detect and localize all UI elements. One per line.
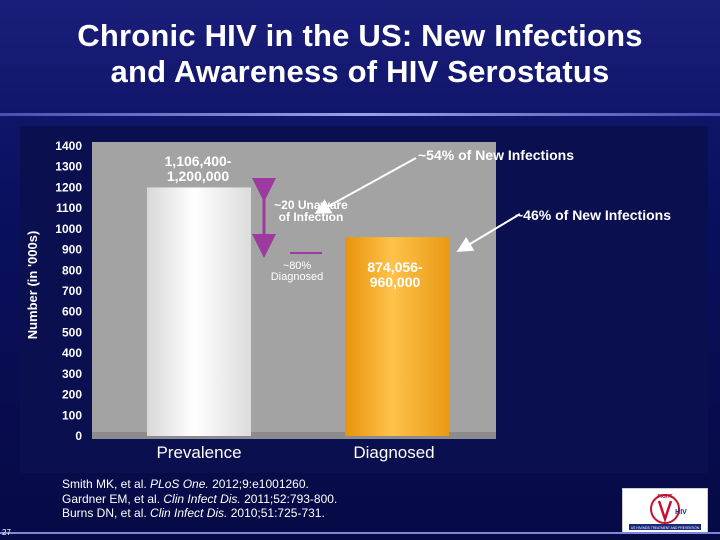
y-axis-title: Number (in '000s) [25, 231, 40, 340]
logo-caption: US HIV/AIDS TREATMENT AND PREVENTION [631, 526, 700, 530]
y-axis-ticks: 0 100 200 300 400 500 600 700 800 900 1000 1100 1200… [55, 139, 82, 443]
y-tick-label: 1200 [55, 180, 82, 194]
x-tick-label: Prevalence [156, 443, 241, 462]
y-tick-label: 600 [62, 305, 82, 319]
y-tick-label: 0 [75, 429, 82, 443]
reference-3: Burns DN, et al. Clin Infect Dis. 2010;5… [62, 506, 325, 520]
plot-floor [92, 432, 496, 439]
chart: Number (in '000s) 0 100 200 300 400 500 600 700… [20, 126, 708, 473]
page-number: 27 [2, 528, 11, 537]
new-infections-54-label: ~54% of New Infections [418, 147, 574, 163]
x-tick-label: Diagnosed [353, 443, 434, 462]
y-tick-label: 900 [62, 243, 82, 257]
y-tick-label: 1300 [55, 160, 82, 174]
footer-divider [0, 532, 720, 534]
arrow-54pct [314, 157, 417, 214]
title-line-1: Chronic HIV in the US: New Infections [77, 18, 643, 53]
logo-text-1: FIGHT [658, 494, 673, 500]
y-tick-label: 400 [62, 346, 82, 360]
references: Smith MK, et al. PLoS One. 2012;9:e10012… [62, 477, 337, 521]
x-axis-labels: Prevalence Diagnosed [156, 443, 434, 462]
bars [147, 187, 449, 436]
y-tick-label: 1400 [55, 139, 82, 153]
bar-prevalence [147, 187, 251, 436]
y-tick-label: 700 [62, 284, 82, 298]
y-tick-label: 500 [62, 325, 82, 339]
diagnosed-pct-label: ~80% Diagnosed [271, 260, 324, 283]
logo-text-2: HIV [675, 509, 687, 516]
bar-label-diagnosed: 874,056-960,000 [367, 259, 423, 290]
title-divider [0, 113, 720, 116]
bar-label-prevalence: 1,106,400-1,200,000 [165, 153, 232, 184]
fight-hiv-logo: FIGHT HIV US HIV/AIDS TREATMENT AND PREV… [622, 488, 708, 534]
arrow-46pct [456, 213, 521, 253]
title-line-2: and Awareness of HIV Serostatus [110, 54, 610, 89]
y-tick-label: 1000 [55, 222, 82, 236]
y-tick-label: 1100 [56, 201, 82, 215]
y-tick-label: 300 [62, 367, 82, 381]
slide-title: Chronic HIV in the US: New Infections an… [0, 18, 720, 90]
y-tick-label: 800 [62, 263, 82, 277]
bar-diagnosed [345, 237, 449, 436]
reference-1: Smith MK, et al. PLoS One. 2012;9:e10012… [62, 477, 309, 491]
new-infections-46-label: ~46% of New Infections [515, 207, 671, 223]
y-tick-label: 100 [62, 408, 82, 422]
reference-2: Gardner EM, et al. Clin Infect Dis. 2011… [62, 491, 338, 506]
y-tick-label: 200 [62, 388, 82, 402]
